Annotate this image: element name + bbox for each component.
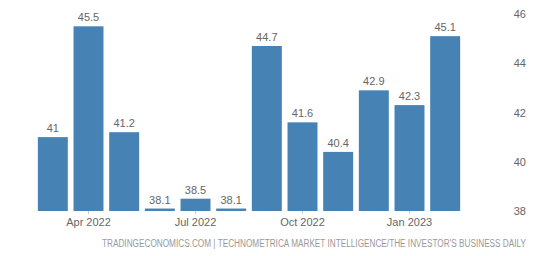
x-tick-label: Jan 2023: [387, 216, 432, 228]
x-tick-mark: [302, 211, 303, 214]
tick-mark: [503, 161, 507, 162]
tick-mark: [503, 14, 507, 15]
bar: [216, 209, 246, 211]
x-tick-mark: [409, 211, 410, 214]
y-tick-label: 42: [514, 107, 526, 119]
bar: [288, 122, 318, 211]
bar: [430, 36, 460, 211]
bars: [38, 26, 460, 211]
source: TRADINGECONOMICS.COM | TECHNOMETRICA MAR…: [102, 238, 526, 249]
bar: [359, 90, 389, 211]
bar: [252, 46, 282, 211]
x-tick-label: Oct 2022: [280, 216, 325, 228]
data-label: 40.4: [327, 137, 348, 149]
bar: [181, 199, 211, 211]
data-label: 41.6: [292, 107, 313, 119]
data-label: 41: [47, 122, 59, 134]
data-label: 38.1: [220, 194, 241, 206]
data-label: 42.3: [399, 90, 420, 102]
bar: [74, 26, 104, 211]
data-label: 38.5: [185, 184, 206, 196]
bar: [323, 152, 353, 211]
bar: [38, 137, 68, 211]
chart: 38 40 42 44 46 41 45.5 41.2 38.1 38.5 38.1 44.7 41.6…: [0, 0, 550, 256]
tick-mark: [503, 63, 507, 64]
data-label: 44.7: [256, 31, 277, 43]
x-tick-mark: [195, 211, 196, 214]
data-label: 38.1: [149, 194, 170, 206]
x-tick-label: Apr 2022: [66, 216, 111, 228]
data-label: 45.5: [78, 11, 99, 23]
y-tick-label: 40: [514, 156, 526, 168]
y-tick-label: 44: [514, 57, 526, 69]
bar: [145, 209, 175, 211]
data-label: 42.9: [363, 75, 384, 87]
chart-root: 38 40 42 44 46 41 45.5 41.2 38.1 38.5 38.1 44.7 41.6…: [0, 0, 550, 256]
y-tick-label: 46: [514, 8, 526, 20]
data-label: 41.2: [113, 117, 134, 129]
bar: [395, 105, 425, 211]
x-tick-mark: [88, 211, 89, 214]
tick-mark: [503, 211, 507, 212]
bar: [109, 132, 139, 211]
y-tick-label: 38: [514, 205, 526, 217]
data-label: 45.1: [434, 21, 455, 33]
tick-mark: [503, 112, 507, 113]
x-tick-label: Jul 2022: [175, 216, 217, 228]
